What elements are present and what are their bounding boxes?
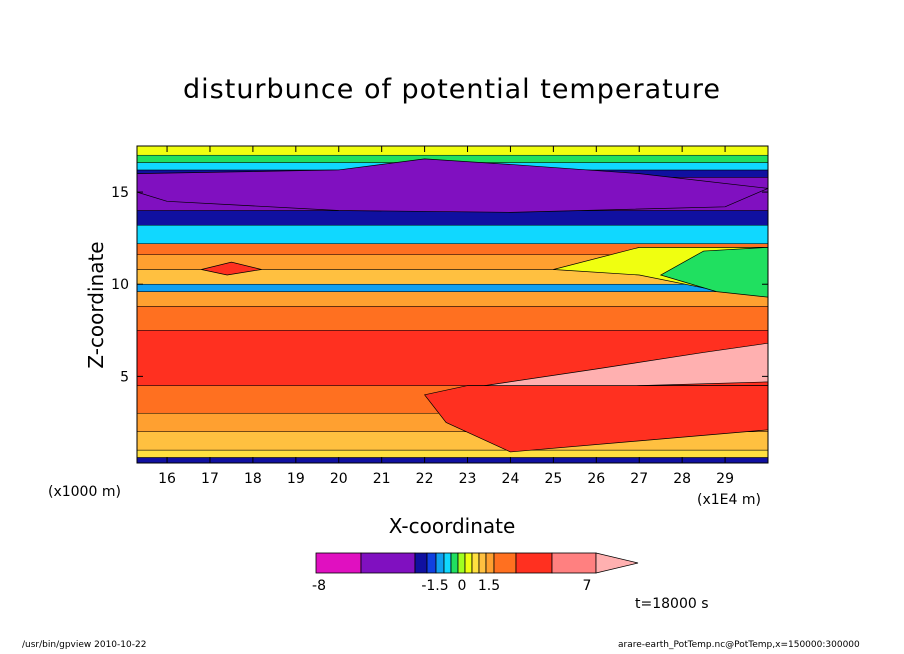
x-tick-label: 16 [158,471,176,487]
y-tick-label: 15 [111,185,129,201]
contour-band [137,306,768,331]
colorbar-label: 0 [458,578,467,594]
chart-title: disturbunce of potential temperature [183,74,721,105]
x-tick-label: 27 [630,471,648,487]
time-label: t=18000 s [635,596,709,612]
colorbar-swatch [315,552,362,574]
x-tick-label: 21 [373,471,391,487]
x-tick-label: 28 [673,471,691,487]
contour-region [659,247,768,298]
colorbar-label: -1.5 [421,578,448,594]
footer-right-text: arare-earth_PotTemp.nc@PotTemp,x=150000:… [618,640,860,650]
plot-area [137,146,768,463]
x-tick-label: 22 [416,471,434,487]
contour-band [137,457,768,463]
colorbar-swatch [435,552,445,574]
colorbar-swatch [493,552,517,574]
x-tick-label: 24 [502,471,520,487]
colorbar-swatch [471,552,480,574]
x-tick-label: 18 [244,471,262,487]
contour-band [137,449,768,458]
colorbar-swatch [414,552,428,574]
colorbar-label: 1.5 [478,578,500,594]
contour-band [137,225,768,244]
y-tick-label: 10 [111,277,129,293]
colorbar-arrow [595,552,639,574]
contour-band [137,283,768,292]
contour-region [201,261,262,276]
colorbar-swatch [464,552,473,574]
colorbar-label: -8 [312,578,326,594]
x-tick-label: 26 [587,471,605,487]
x-unit-left: (x1000 m) [48,484,121,500]
x-tick-label: 17 [201,471,219,487]
x-axis-label: X-coordinate [388,514,516,538]
contour-band [137,146,768,156]
x-axis: 16 17 18 19 20 21 22 23 24 25 26 27 28 29 [158,146,734,487]
colorbar-swatch [450,552,459,574]
contour-region [137,158,768,213]
x-tick-label: 29 [716,471,734,487]
y-tick-label: 5 [120,369,129,385]
colorbar-swatch [551,552,597,574]
colorbar-swatch [426,552,437,574]
colorbar: -8 -1.5 0 1.5 7 [312,552,639,594]
colorbar-swatch [485,552,495,574]
contour-band [137,210,768,226]
footer-left-text: /usr/bin/gpview 2010-10-22 [22,640,147,650]
colorbar-swatch [443,552,452,574]
x-tick-label: 19 [287,471,305,487]
contour-band [137,291,768,307]
colorbar-label: 7 [583,578,592,594]
colorbar-swatch [360,552,416,574]
y-axis: 5 10 15 [111,185,768,385]
x-tick-label: 20 [330,471,348,487]
colorbar-swatch [478,552,487,574]
x-tick-label: 25 [544,471,562,487]
contour-region [423,385,768,453]
x-unit-right: (x1E4 m) [697,492,761,508]
x-tick-label: 23 [459,471,477,487]
colorbar-swatch [457,552,466,574]
colorbar-swatch [515,552,553,574]
plot-frame [136,145,769,464]
